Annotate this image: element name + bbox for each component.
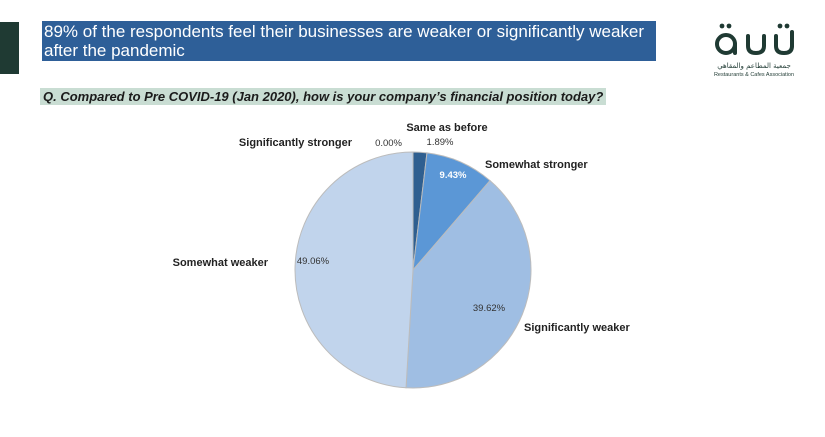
slice-label-somewhat-weaker: Somewhat weaker [173,257,269,269]
headline-banner: 89% of the respondents feel their busine… [42,21,656,61]
logo-english-text: Restaurants & Cafes Association [713,72,795,78]
logo-arabic-text: جمعية المطاعم والمقاهي [717,62,791,70]
slice-label-significantly-stronger: Significantly stronger [239,137,353,149]
pie-slice-somewhat-weaker [294,151,414,389]
headline-line-2: after the pandemic [44,41,185,60]
side-accent-bar [0,22,19,74]
slice-value-somewhat-weaker: 49.06% [297,256,330,267]
slice-label-somewhat-stronger: Somewhat stronger [485,159,588,171]
logo-mark-icon [715,23,794,56]
slice-label-same-as-before: Same as before [406,122,487,134]
slice-value-significantly-stronger: 0.00% [375,138,402,149]
survey-question: Q. Compared to Pre COVID-19 (Jan 2020), … [40,88,607,105]
association-logo: جمعية المطاعم والمقاهي Restaurants & Caf… [706,12,802,82]
pie-slice-significantly-weaker [405,179,532,389]
slice-value-somewhat-stronger: 9.43% [440,170,467,181]
slice-value-significantly-weaker: 39.62% [473,303,506,314]
slice-value-same-as-before: 1.89% [427,137,454,148]
slice-label-significantly-weaker: Significantly weaker [524,322,630,334]
headline-line-1: 89% of the respondents feel their busine… [44,22,645,41]
